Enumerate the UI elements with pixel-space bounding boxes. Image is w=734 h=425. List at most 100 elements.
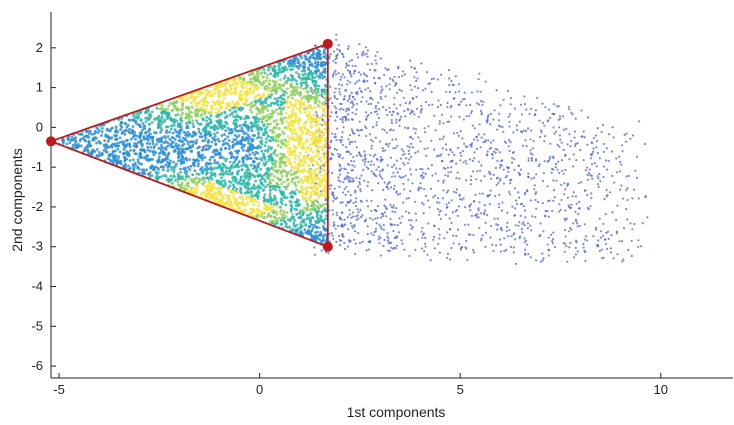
data-point [342,235,345,238]
data-point [155,173,159,177]
data-point [98,151,101,154]
data-point [495,244,498,247]
data-point [286,143,290,147]
data-point [537,200,540,204]
data-point [166,157,170,161]
data-point [307,74,311,78]
data-point [270,146,273,150]
data-point [271,135,275,139]
data-point [339,164,342,167]
data-point [524,139,527,142]
data-point [365,52,368,55]
data-point [559,138,562,141]
data-point [220,134,224,137]
data-point [462,161,465,164]
data-point [181,140,185,144]
data-point [489,146,493,149]
data-point [345,64,348,67]
data-point [533,188,536,191]
data-point [242,149,245,152]
data-point [523,252,527,255]
data-point [181,111,185,115]
data-point [316,87,320,91]
data-point [254,101,258,104]
data-point [118,141,121,145]
data-point [213,138,217,142]
data-point [564,154,567,157]
data-point [567,230,570,233]
data-point [574,117,577,120]
data-point [332,50,336,53]
data-point [290,194,294,198]
data-point [300,84,303,87]
data-point [471,170,475,173]
data-point [111,126,114,130]
data-point [205,104,208,107]
data-point [424,87,427,90]
data-point [337,225,340,228]
data-point [279,78,282,82]
data-point [447,201,450,204]
data-point [187,185,191,188]
data-point [276,122,280,126]
data-point [286,218,290,221]
data-point [293,149,296,153]
data-point [369,90,372,93]
data-point [234,121,238,125]
data-point [215,161,219,165]
data-point [549,116,552,119]
data-point [517,191,520,194]
data-point [521,222,524,225]
data-point [305,190,308,193]
data-point [155,107,159,110]
data-point [270,93,273,96]
data-point [643,142,647,146]
data-point [363,155,366,158]
data-point [341,131,344,134]
data-point [434,194,437,197]
data-point [124,128,128,132]
data-point [265,125,269,129]
data-point [184,176,188,179]
data-point [543,140,546,143]
data-point [261,110,265,114]
data-point [430,77,433,81]
data-point [332,153,335,156]
data-point [314,106,317,109]
data-point [293,218,296,222]
data-point [174,113,178,117]
data-point [296,170,300,173]
data-point [375,121,378,124]
data-point [484,231,488,234]
data-point [590,196,593,199]
data-point [214,142,218,146]
data-point [300,78,304,82]
data-point [422,89,425,92]
data-point [474,214,477,217]
data-point [175,119,179,123]
data-point [257,201,260,204]
data-point [259,94,262,98]
data-point [258,81,262,85]
data-point [289,169,293,172]
data-point [496,128,499,131]
data-point [565,217,568,220]
data-point [182,142,186,146]
data-point [461,137,464,140]
data-point [367,181,370,184]
data-point [160,143,163,147]
data-point [424,194,427,198]
data-point [523,103,527,106]
data-point [414,132,417,135]
data-point [563,217,566,220]
data-point [277,65,280,68]
data-point [355,102,359,105]
data-point [347,228,350,231]
data-point [250,105,253,109]
data-point [349,81,352,84]
data-point [451,83,454,86]
data-point [370,209,373,212]
data-point [389,156,393,159]
data-point [478,192,481,195]
data-point [397,75,401,79]
